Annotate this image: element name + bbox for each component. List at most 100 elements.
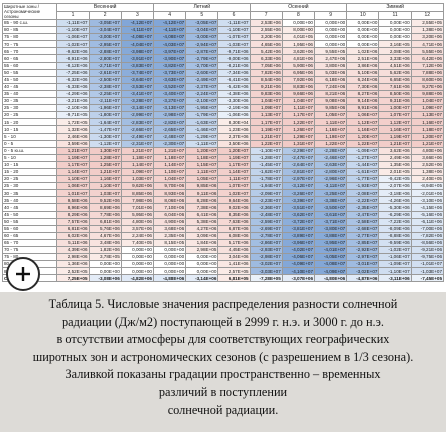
- value-cell: -3,90E+07: [152, 54, 187, 63]
- value-cell: -3,11E+07: [313, 182, 348, 191]
- value-cell: -2,96E+07: [313, 175, 348, 184]
- zone-label: 0 - 5 ю.ш.: [1, 146, 58, 155]
- value-cell: 1,21E+07: [120, 146, 154, 155]
- value-cell: -2,22E+07: [346, 196, 380, 205]
- value-cell: 0,00E+00: [152, 267, 187, 276]
- value-cell: 0,00E+00: [185, 253, 219, 262]
- value-cell: 1,20E+07: [185, 146, 219, 155]
- value-cell: 1,21E+07: [249, 132, 283, 141]
- zone-label: 85 - 90 с.ш.: [1, 18, 58, 28]
- value-cell: 1,16E+07: [410, 118, 445, 127]
- value-cell: -3,11E+06: [378, 274, 412, 283]
- value-cell: -1,93E+07: [346, 182, 380, 191]
- value-cell: -1,29E+07: [185, 132, 219, 141]
- value-cell: 6,18E+06: [313, 75, 348, 84]
- value-cell: -8,94E+05: [410, 182, 445, 191]
- table-row: 45 - 50 -6,32E+06 -2,50E+07 -3,64E+07 -3,63E…: [1, 75, 445, 84]
- value-cell: 1,02E+07: [217, 189, 251, 198]
- value-cell: 2,08E+06: [378, 47, 412, 56]
- value-cell: 1,06E+07: [346, 111, 380, 120]
- value-cell: 5,90E+06: [281, 61, 316, 70]
- column-number: 3: [120, 11, 154, 20]
- value-cell: -1,46E+07: [185, 125, 219, 134]
- value-cell: 1,09E+07: [249, 104, 283, 113]
- value-cell: 6,08E+06: [217, 231, 251, 240]
- caption-line: радиации (Дж/м2) поступающей в 2999 г. н…: [62, 314, 384, 329]
- zone-label: 25 - 30: [1, 182, 58, 191]
- value-cell: -1,06E+06: [217, 111, 251, 120]
- value-cell: -3,53E+07: [120, 82, 154, 91]
- value-cell: 2,52E+05: [56, 267, 90, 276]
- table-row: 5 - 10 2,46E+06 -1,30E+07 -2,49E+07 -2,48E+0…: [1, 132, 445, 141]
- value-cell: 1,19E+07: [313, 132, 348, 141]
- value-cell: 9,70E+06: [152, 182, 187, 191]
- value-cell: -8,09E+06: [378, 224, 412, 233]
- zone-label: 5 - 10: [1, 132, 58, 141]
- value-cell: -2,85E+07: [346, 238, 380, 248]
- value-cell: 7,57E+06: [56, 217, 90, 226]
- caption-line: в отсутствии атмосферы для соответствующ…: [56, 332, 390, 347]
- value-cell: 7,01E+06: [120, 203, 154, 212]
- zone-label: 15 - 20: [1, 118, 58, 127]
- value-cell: -8,56E+06: [410, 238, 445, 248]
- value-cell: -3,63E+07: [152, 75, 187, 84]
- value-cell: 1,30E+07: [88, 146, 122, 155]
- zone-label: 70 - 75: [1, 40, 58, 49]
- value-cell: -1,11E+07: [217, 18, 251, 28]
- value-cell: -2,92E+07: [346, 245, 380, 255]
- value-cell: 1,14E+07: [217, 167, 251, 177]
- value-cell: -2,97E+07: [281, 175, 316, 184]
- value-cell: -3,04E+07: [185, 26, 219, 35]
- table-row: 65 - 70 5,11E+06 3,48E+06 7,40E+05 8,15E+05 1…: [1, 238, 445, 248]
- value-cell: 0,00E+00: [346, 40, 380, 49]
- value-cell: -9,00E+06: [217, 54, 251, 63]
- value-cell: -6,11E+06: [410, 217, 445, 226]
- value-cell: -1,47E+07: [88, 125, 122, 134]
- value-cell: 0,00E+00: [346, 26, 380, 35]
- value-cell: -2,30E+07: [152, 139, 187, 148]
- value-cell: 2,01E+05: [378, 167, 412, 177]
- value-cell: -3,13E+07: [152, 104, 187, 113]
- value-cell: 1,07E+07: [378, 111, 412, 120]
- value-cell: 9,64E+06: [217, 196, 251, 205]
- value-cell: 2,55E+05: [410, 18, 445, 28]
- value-cell: -2,88E+07: [88, 47, 122, 56]
- value-cell: 1,10E+07: [88, 182, 122, 191]
- value-cell: -1,07E+07: [217, 33, 251, 42]
- value-cell: 9,08E+06: [313, 97, 348, 106]
- value-cell: 3,20E+06: [410, 33, 445, 42]
- value-cell: -3,27E+07: [152, 97, 187, 106]
- table-row: 45 - 50 8,29E+06 7,78E+06 5,95E+06 6,04E+06 6…: [1, 210, 445, 219]
- value-cell: 1,16E+07: [378, 125, 412, 134]
- value-cell: -2,80E+07: [88, 54, 122, 63]
- value-cell: -3,26E+07: [281, 189, 316, 198]
- table-row: 85 - 90 с.ш. -1,11E+07 -3,05E+07 -4,12E+07-…: [1, 18, 445, 28]
- value-cell: -2,37E+07: [185, 82, 219, 91]
- value-cell: -2,97E+07: [346, 253, 380, 262]
- value-cell: -3,82E+07: [152, 61, 187, 70]
- value-cell: -2,69E+07: [249, 224, 283, 233]
- value-cell: 9,91E+06: [346, 104, 380, 113]
- value-cell: -1,10E+07: [249, 146, 283, 155]
- value-cell: 8,15E+05: [152, 238, 187, 248]
- value-cell: -2,64E+07: [281, 160, 316, 169]
- table-row: 70 - 75 -1,02E+07 -2,95E+07 -4,04E+07 -4,03E…: [1, 40, 445, 49]
- value-cell: 7,38E+06: [185, 203, 219, 212]
- value-cell: -3,72E+07: [281, 217, 316, 226]
- value-cell: 1,11E+07: [281, 104, 316, 113]
- column-number: 9: [313, 11, 348, 20]
- value-cell: 9,02E+06: [217, 203, 251, 212]
- value-cell: -1,79E+07: [185, 111, 219, 120]
- value-cell: 8,50E+06: [378, 89, 412, 99]
- value-cell: -2,95E+07: [88, 40, 122, 49]
- value-cell: 1,01E+07: [56, 189, 90, 198]
- value-cell: 8,93E+06: [152, 189, 187, 198]
- value-cell: 1,14E+07: [120, 160, 154, 169]
- value-cell: -4,08E+07: [120, 33, 154, 42]
- value-cell: -2,79E+07: [185, 54, 219, 63]
- table-row: 30 - 35 1,01E+07 1,03E+07 8,85E+06 8,93E+06 9…: [1, 189, 445, 198]
- value-cell: 0,00E+00: [378, 33, 412, 42]
- value-cell: -3,10E+06: [410, 196, 445, 205]
- add-button[interactable]: [5, 256, 41, 292]
- zone-label: 30 - 35: [1, 189, 58, 198]
